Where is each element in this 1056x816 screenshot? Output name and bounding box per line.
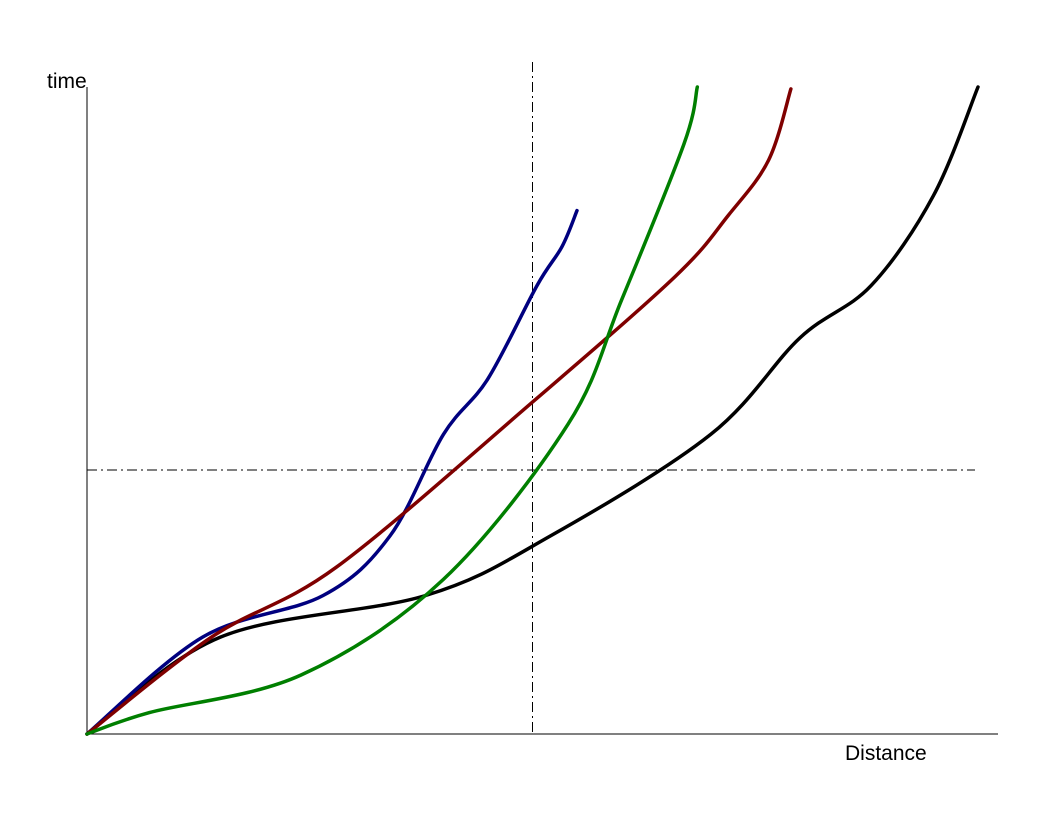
- reference-lines: [87, 62, 975, 734]
- series-line-black: [85, 85, 980, 736]
- y-axis-label: time: [47, 70, 87, 93]
- series-line-red: [85, 87, 793, 736]
- axes: time Distance: [47, 70, 998, 765]
- series-line-blue: [85, 208, 579, 736]
- series-line-green: [85, 85, 700, 736]
- x-axis-label: Distance: [845, 742, 927, 765]
- series-lines: [85, 85, 980, 736]
